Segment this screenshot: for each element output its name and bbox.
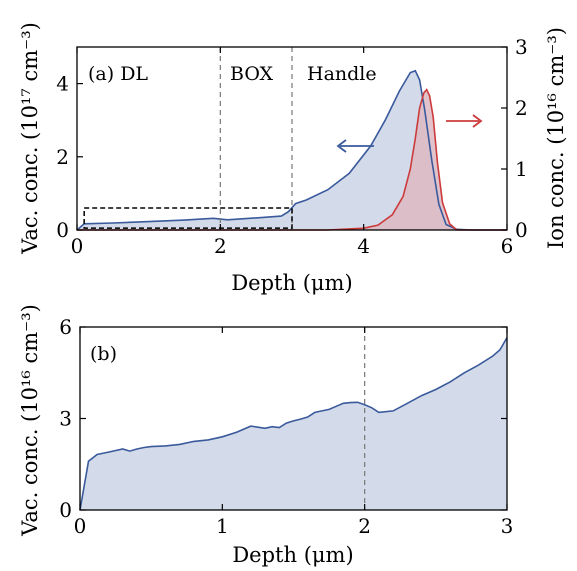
panel-a-frame (76, 46, 508, 231)
vacancy-arrow-head (336, 139, 347, 153)
panel-a-x-tick-label: 6 (501, 234, 514, 258)
panel-b-x-tick-label: 1 (216, 514, 229, 538)
panel-a-y2-tick-label: 0 (515, 218, 528, 242)
vacancy-area-fill (77, 70, 507, 230)
panel-b-x-tick-label: 2 (358, 514, 371, 538)
vacancy-axis-arrow (336, 139, 374, 153)
panel-a-y2-tick-label: 1 (515, 157, 528, 181)
panel-b-x-axis-label: Depth (μm) (232, 543, 353, 567)
box-region-label: BOX (230, 63, 274, 85)
panel-a-x-tick-label: 0 (71, 234, 84, 258)
panel-b-chart: 0 1 2 3 0 3 6 (b) Depth (μm) Vac. conc. (10¹⁶ … (18, 304, 513, 567)
panel-a-y-tick-label: 2 (56, 145, 69, 169)
vacancy-series-line (79, 337, 508, 511)
panel-b-y-tick-label: 0 (59, 498, 72, 522)
vacancy-series-line (76, 69, 507, 231)
panel-a-y-tick-label: 4 (56, 72, 69, 96)
panel-a-y2-tick-label: 3 (515, 35, 528, 59)
panel-a-x-tick-label: 4 (357, 234, 370, 258)
zoom-box (83, 207, 293, 229)
panel-a-y-tick-label: 0 (56, 218, 69, 242)
panel-a-label: (a) DL (88, 63, 148, 85)
ion-area-fill (77, 89, 507, 230)
ion-axis-arrow (446, 114, 483, 128)
panel-a-y2-axis-label: Ion conc. (10¹⁶ cm⁻³) (544, 27, 568, 249)
panel-a-y-axis-label: Vac. conc. (10¹⁷ cm⁻³) (18, 22, 42, 255)
panel-a-x-axis-label: Depth (μm) (231, 271, 352, 295)
panel-b-y-tick-label: 3 (59, 407, 72, 431)
ion-arrow-head (472, 114, 483, 128)
panel-b-label: (b) (90, 343, 117, 365)
ion-series-line (77, 88, 507, 231)
panel-b-y-axis-label: Vac. conc. (10¹⁶ cm⁻³) (18, 304, 42, 537)
vacancy-area-fill (80, 337, 507, 510)
panel-b-x-tick-label: 3 (501, 514, 514, 538)
panel-a-x-tick-label: 2 (214, 234, 227, 258)
panel-a-y2-tick-label: 2 (515, 96, 528, 120)
handle-region-label: Handle (307, 63, 377, 85)
panel-b-x-tick-label: 0 (74, 514, 87, 538)
panel-b-y-tick-label: 6 (59, 315, 72, 339)
